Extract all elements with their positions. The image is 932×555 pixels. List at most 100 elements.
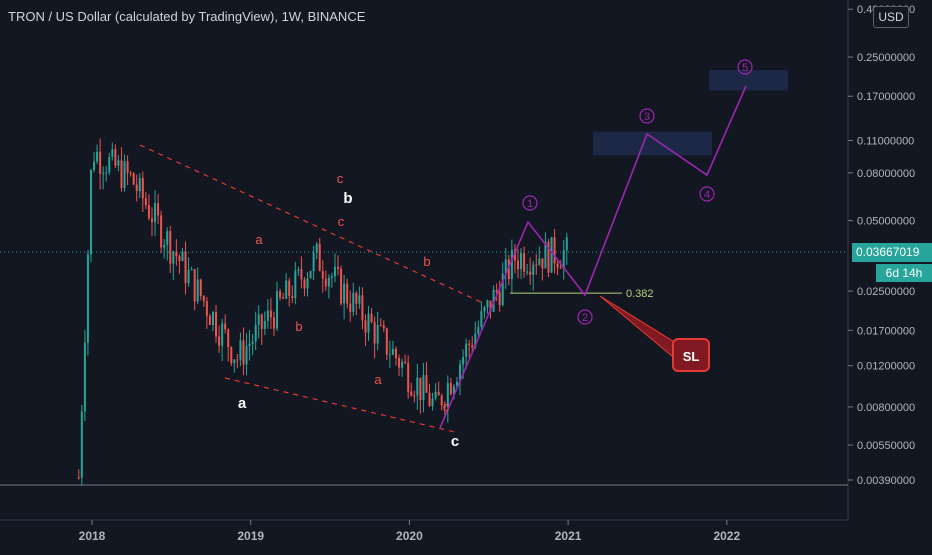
candle — [452, 386, 455, 395]
candle — [279, 291, 282, 298]
candle — [340, 268, 343, 304]
y-tick-label: 0.00550000 — [857, 440, 915, 452]
candle — [449, 383, 452, 395]
candle — [330, 276, 333, 278]
candle — [196, 279, 199, 302]
candle — [327, 277, 330, 287]
major-wave-label: c — [451, 433, 459, 450]
candle — [419, 377, 422, 401]
candle — [218, 336, 221, 346]
candle — [394, 348, 397, 359]
candle — [306, 277, 309, 289]
candle — [489, 300, 492, 312]
major-wave-label: a — [238, 395, 247, 412]
candle — [269, 310, 272, 318]
impulse-label: 2 — [582, 312, 588, 324]
candle — [532, 264, 535, 275]
impulse-label: 5 — [742, 62, 748, 74]
candle — [129, 172, 132, 174]
candle — [178, 256, 181, 261]
candle — [227, 329, 230, 348]
candle — [465, 343, 468, 357]
target-zone — [709, 69, 788, 91]
candle — [553, 237, 556, 264]
chart-title: TRON / US Dollar (calculated by TradingV… — [8, 9, 366, 24]
candle — [446, 383, 449, 408]
candle — [343, 283, 346, 304]
candle — [437, 391, 440, 396]
candle — [498, 292, 501, 306]
candle — [263, 320, 266, 329]
candle — [93, 161, 96, 171]
candle — [556, 263, 559, 268]
y-tick-label: 0.25000000 — [857, 52, 915, 64]
candle — [541, 258, 544, 269]
candle — [367, 313, 370, 333]
candle — [154, 203, 157, 223]
candle — [459, 364, 462, 382]
candle — [147, 205, 150, 219]
impulse-wave-path — [439, 85, 747, 429]
candle — [300, 269, 303, 280]
candle — [230, 347, 233, 364]
candle — [324, 278, 327, 287]
candle — [160, 215, 163, 248]
candle — [321, 270, 324, 279]
candle — [288, 280, 291, 296]
candle — [169, 231, 172, 264]
candle — [96, 151, 99, 162]
candle — [111, 149, 114, 157]
candle — [202, 295, 205, 302]
candle — [516, 260, 519, 270]
candle — [163, 244, 166, 248]
candle — [346, 283, 349, 304]
candle — [89, 170, 92, 255]
candle — [260, 314, 263, 329]
minor-wave-label: a — [374, 372, 382, 387]
candle — [318, 243, 321, 271]
currency-button[interactable]: USD — [873, 6, 909, 28]
y-tick-label: 0.08000000 — [857, 168, 915, 180]
candle — [471, 345, 474, 348]
candle — [428, 392, 431, 406]
candle — [157, 203, 160, 216]
candle — [254, 324, 257, 342]
candle — [108, 156, 111, 173]
candle — [455, 381, 458, 387]
y-tick-label: 0.17000000 — [857, 91, 915, 103]
impulse-label-circle — [522, 195, 538, 211]
candle — [181, 251, 184, 261]
candle — [413, 395, 416, 397]
candle — [391, 348, 394, 355]
candle — [422, 375, 425, 401]
candle — [242, 340, 245, 365]
candle — [276, 291, 279, 329]
candle — [245, 346, 248, 365]
minor-wave-label: c — [337, 171, 344, 186]
candle — [388, 354, 391, 356]
candle — [480, 311, 483, 327]
candle — [550, 237, 553, 273]
y-tick-label: 0.00800000 — [857, 402, 915, 414]
candle — [547, 241, 550, 273]
candle — [144, 198, 147, 206]
channel-upper-line — [139, 144, 484, 304]
candle — [434, 391, 437, 399]
impulse-label-circle — [577, 309, 593, 325]
candle — [99, 151, 102, 174]
candle — [468, 343, 471, 346]
candle — [239, 340, 242, 360]
candle — [523, 253, 526, 272]
minor-wave-label: c — [338, 214, 345, 229]
stop-loss-label: SL — [672, 338, 710, 372]
candle — [379, 324, 382, 326]
candle — [150, 218, 153, 223]
candle — [233, 359, 236, 364]
stop-loss-arrow — [599, 295, 677, 357]
candle — [462, 356, 465, 365]
candle — [401, 361, 404, 368]
candle — [440, 395, 443, 406]
candle — [474, 333, 477, 348]
